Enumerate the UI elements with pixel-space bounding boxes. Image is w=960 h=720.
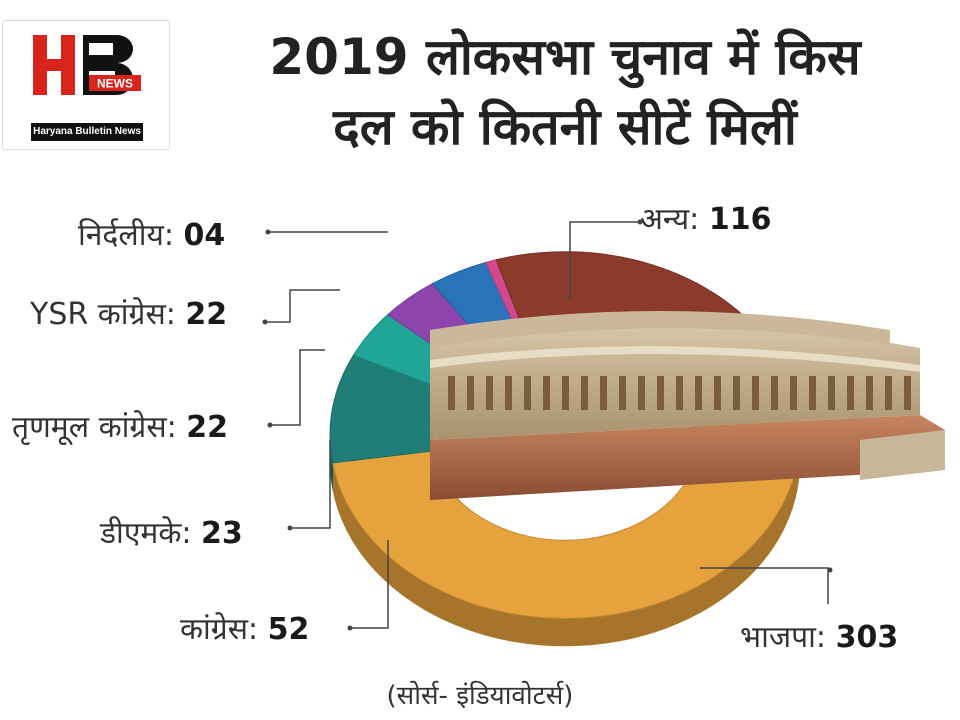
slice-label-name: कांग्रेस: <box>180 612 268 647</box>
leader-dot-3 <box>267 422 273 428</box>
logo: NEWS Haryana Bulletin News <box>2 20 170 150</box>
leader-dot-1 <box>347 625 353 631</box>
logo-caption: Haryana Bulletin News <box>31 123 143 141</box>
leader-line-1 <box>350 540 389 629</box>
slice-label-name: डीएमके: <box>100 516 202 551</box>
source-note: (सोर्स- इंडियावोटर्स) <box>386 681 574 711</box>
slice-label-value: 23 <box>201 516 243 551</box>
slice-label-1: कांग्रेस: 52 <box>180 612 309 648</box>
slice-label-6: अन्य: 116 <box>640 202 771 238</box>
slice-label-value: 22 <box>186 410 229 445</box>
slice-label-name: अन्य: <box>640 202 709 237</box>
slice-label-value: 116 <box>708 202 772 237</box>
leader-dot-2 <box>287 525 293 531</box>
parliament-building-image <box>430 311 945 500</box>
slice-label-name: भाजपा: <box>740 620 836 655</box>
slice-label-5: निर्दलीय: 04 <box>78 218 225 254</box>
slice-label-value: 52 <box>267 612 310 647</box>
leader-line-6 <box>569 221 640 300</box>
slice-label-name: निर्दलीय: <box>78 218 184 253</box>
leader-line-0 <box>700 567 829 604</box>
slice-label-0: भाजपा: 303 <box>740 620 898 656</box>
slice-label-3: तृणमूल कांग्रेस: 22 <box>12 410 228 446</box>
slice-label-value: 04 <box>183 218 226 253</box>
logo-mark: NEWS <box>33 35 141 95</box>
chart-title-line-1: 2019 लोकसभा चुनाव में किस <box>269 28 861 86</box>
slice-label-name: तृणमूल कांग्रेस: <box>12 410 187 445</box>
slice-label-value: 22 <box>185 297 228 332</box>
donut-slice-0 <box>332 342 801 619</box>
chart-title: 2019 लोकसभा चुनाव में किस दल को कितनी सी… <box>175 22 955 162</box>
leader-dot-5 <box>265 229 271 235</box>
slice-label-value: 303 <box>835 620 899 655</box>
slice-label-4: YSR कांग्रेस: 22 <box>30 297 227 333</box>
chart-title-line-2: दल को कितनी सीटें मिलीं <box>333 98 797 156</box>
logo-badge: NEWS <box>97 77 133 91</box>
leader-line-4 <box>265 289 340 323</box>
leader-line-3 <box>270 349 325 426</box>
slice-label-name: YSR कांग्रेस: <box>30 297 186 332</box>
leader-line-2 <box>288 440 331 529</box>
slice-label-2: डीएमके: 23 <box>100 516 243 552</box>
leader-dot-6 <box>637 219 643 225</box>
leader-dot-0 <box>827 567 833 573</box>
leader-dot-4 <box>262 319 268 325</box>
